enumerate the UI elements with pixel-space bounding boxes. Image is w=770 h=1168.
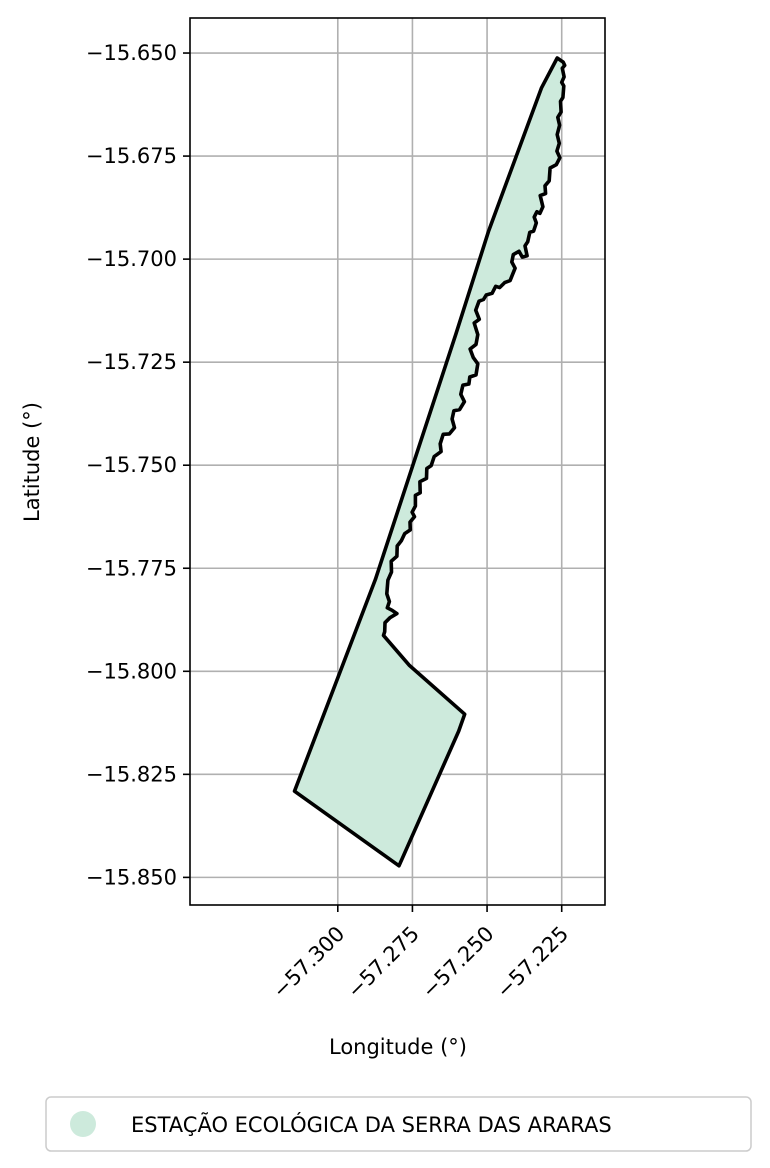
legend-box: [45, 1096, 752, 1152]
legend-label: ESTAÇÃO ECOLÓGICA DA SERRA DAS ARARAS: [131, 1111, 612, 1137]
y-tick-label: −15.850: [86, 865, 177, 889]
y-axis-ticks: −15.650 −15.675 −15.700 −15.725 −15.750 −15.7…: [86, 41, 190, 889]
y-tick-label: −15.675: [86, 144, 177, 168]
legend: ESTAÇÃO ECOLÓGICA DA SERRA DAS ARARAS: [45, 1096, 752, 1152]
legend-marker-icon: [70, 1111, 96, 1137]
axes-frame: [189, 17, 606, 906]
y-tick-label: −15.800: [86, 659, 177, 683]
y-tick-label: −15.650: [86, 41, 177, 65]
y-tick-label: −15.825: [86, 762, 177, 786]
y-axis-title: Latitude (°): [20, 402, 44, 522]
y-tick-label: −15.750: [86, 453, 177, 477]
protected-area-polygon: [292, 56, 567, 868]
x-axis-title: Longitude (°): [329, 1035, 467, 1059]
y-tick-label: −15.725: [86, 350, 177, 374]
polygon-layer: [292, 56, 567, 868]
y-tick-label: −15.775: [86, 556, 177, 580]
y-tick-label: −15.700: [86, 247, 177, 271]
